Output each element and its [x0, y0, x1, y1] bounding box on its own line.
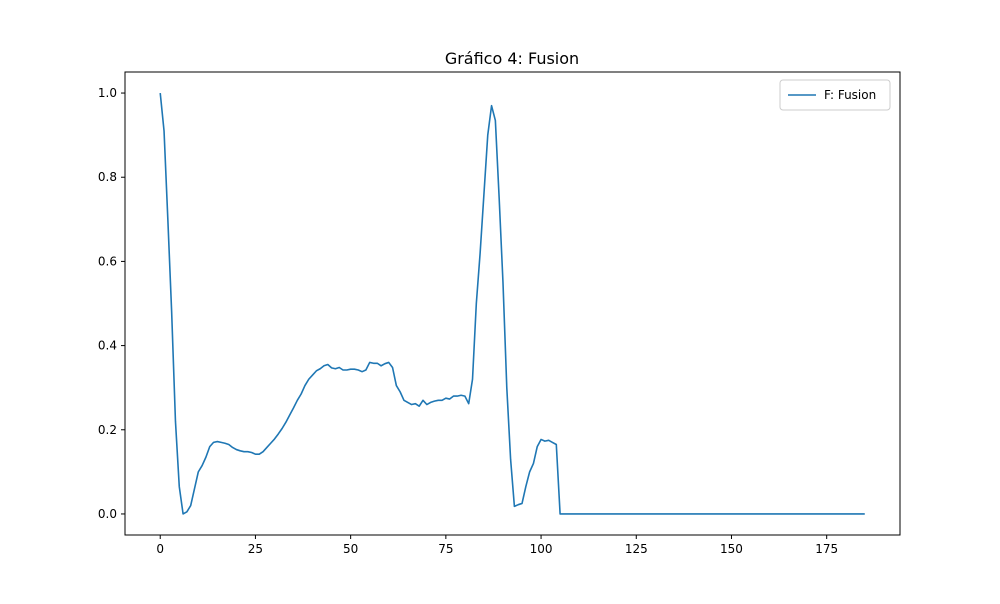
x-tick-label: 50: [343, 542, 358, 556]
x-tick-label: 25: [248, 542, 263, 556]
x-tick-label: 175: [815, 542, 838, 556]
y-tick-label: 0.8: [98, 170, 117, 184]
x-tick-label: 0: [156, 542, 164, 556]
x-tick-label: 150: [720, 542, 743, 556]
x-tick-label: 125: [625, 542, 648, 556]
y-tick-label: 0.4: [98, 339, 117, 353]
legend-label: F: Fusion: [824, 88, 876, 102]
axes-frame: [124, 71, 901, 536]
x-tick-label: 75: [438, 542, 453, 556]
y-tick-label: 1.0: [98, 86, 117, 100]
chart-title: Gráfico 4: Fusion: [445, 49, 579, 68]
y-tick-label: 0.0: [98, 507, 117, 521]
legend-box: [779, 79, 891, 111]
y-tick-label: 0.2: [98, 423, 117, 437]
x-tick-label: 100: [530, 542, 553, 556]
y-tick-label: 0.6: [98, 254, 117, 268]
data-line: [159, 92, 865, 515]
